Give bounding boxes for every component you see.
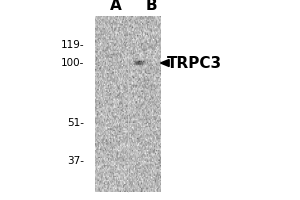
Text: A: A <box>110 0 122 13</box>
Text: B: B <box>146 0 157 13</box>
Polygon shape <box>160 59 169 67</box>
Text: TRPC3: TRPC3 <box>167 55 222 71</box>
Text: 37-: 37- <box>67 156 84 166</box>
Text: 100-: 100- <box>61 58 84 68</box>
Text: 51-: 51- <box>67 118 84 128</box>
Text: 119-: 119- <box>60 40 84 50</box>
